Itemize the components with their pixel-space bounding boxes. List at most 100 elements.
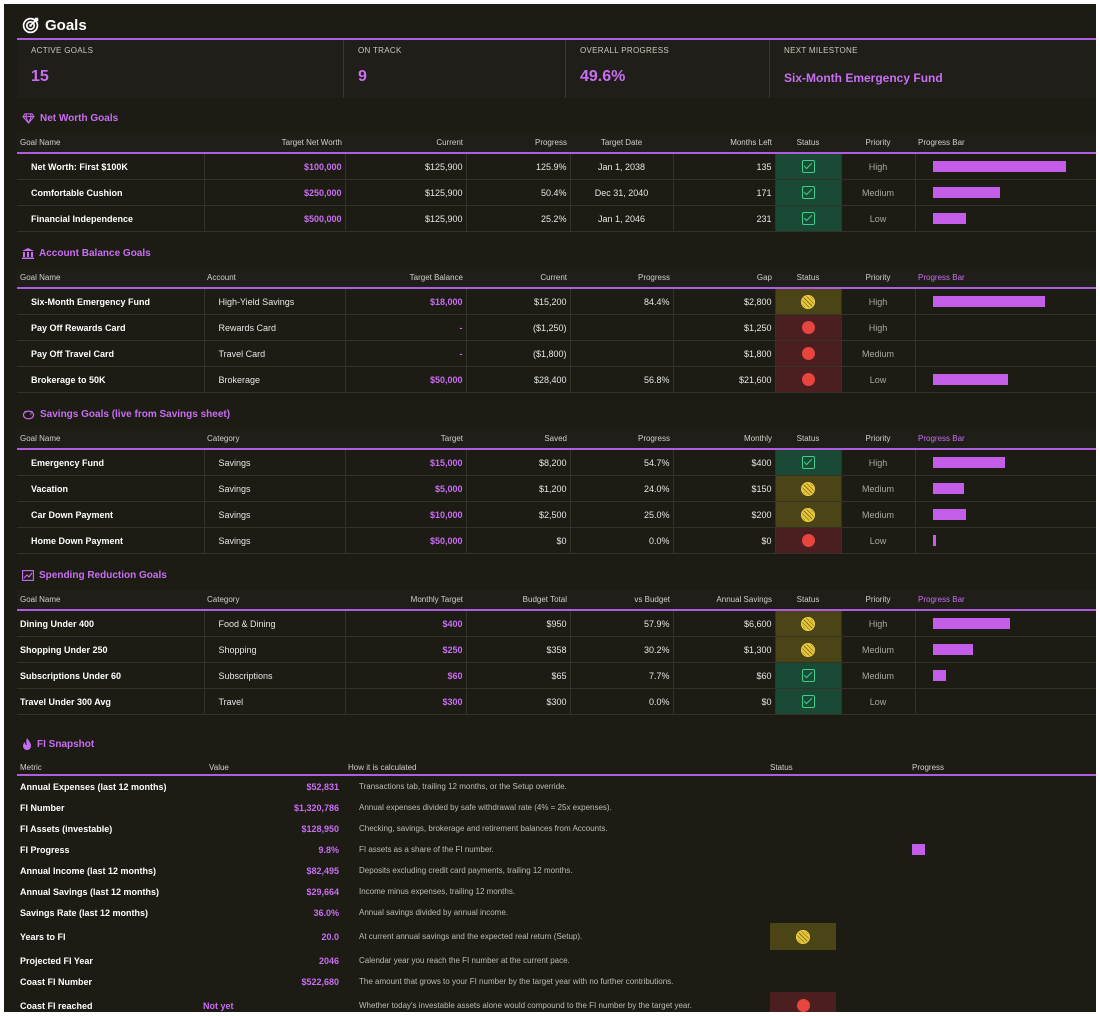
cell-target: $15,000 [345,449,467,476]
fi-status [770,881,836,902]
progress-bar [932,644,973,655]
table-row[interactable]: Financial Independence $500,000 $125,900 25… [17,205,1096,232]
cell-name: Comfortable Cushion [17,179,205,206]
fi-value: $82,495 [306,865,339,876]
cell-target: $5,000 [345,475,467,502]
status-cell [775,662,842,689]
fi-how: FI assets as a share of the FI number. [359,845,494,854]
in-progress-icon [801,294,815,309]
cell-target: $10,000 [345,501,467,528]
fi-status [770,839,836,860]
cell-vs: 30.2% [570,636,674,663]
fi-row[interactable]: Savings Rate (last 12 months) 36.0% Annual… [17,902,1096,923]
fi-row[interactable]: Projected FI Year 2046 Calendar year you r… [17,950,1096,971]
cell-annual: $60 [673,662,776,689]
fi-row[interactable]: Annual Income (last 12 months) $82,495 Dep… [17,860,1096,881]
progress-bar-cell [915,527,1096,554]
col-header: Priority [841,133,915,154]
cell-name: Emergency Fund [17,449,205,476]
fi-row[interactable]: Annual Savings (last 12 months) $29,664 In… [17,881,1096,902]
table-row[interactable]: Travel Under 300 Avg Travel $300 $300 0.0% $0… [17,688,1096,715]
check-icon [801,186,815,199]
piggy-bank-icon [22,410,35,420]
diamond-icon [22,113,35,124]
spending-reduction-table: Goal Name Category Monthly Target Budget… [17,590,1096,715]
fi-metric: Annual Income (last 12 months) [20,865,157,876]
table-row[interactable]: Car Down Payment Savings $10,000 $2,500 25.0… [17,501,1096,528]
table-header: Goal Name Account Target Balance Current… [17,268,1096,289]
table-header: Goal Name Category Monthly Target Budget… [17,590,1096,611]
table-row[interactable]: Subscriptions Under 60 Subscriptions $60 $6… [17,662,1096,689]
kpi-value: 49.6% [580,68,626,85]
check-icon [801,695,815,708]
cell-vs: 57.9% [570,610,674,637]
cell-current: $28,400 [466,366,571,393]
progress-bar [932,457,1006,468]
col-header: Monthly [673,429,775,450]
progress-bar-cell [915,501,1096,528]
cell-priority: Medium [841,636,916,663]
cell-vs: 7.7% [570,662,674,689]
col-header: Gap [673,268,775,289]
table-row[interactable]: Home Down Payment Savings $50,000 $0 0.0% $0 L… [17,527,1096,554]
table-row[interactable]: Comfortable Cushion $250,000 $125,900 50.4%… [17,179,1096,206]
status-cell [775,501,842,528]
table-row[interactable]: Dining Under 400 Food & Dining $400 $950 57.… [17,610,1096,637]
fi-row[interactable]: FI Assets (investable) $128,950 Checking, … [17,818,1096,839]
fi-row[interactable]: FI Progress 9.8% FI assets as a share of t… [17,839,1096,860]
status-cell [775,366,842,393]
table-row[interactable]: Brokerage to 50K Brokerage $50,000 $28,400 5… [17,366,1096,393]
cell-vs: 0.0% [570,688,674,715]
check-icon [801,669,815,682]
cell-priority: High [841,314,916,341]
page-title: Goals [22,12,87,38]
progress-bar-cell [915,688,1096,715]
table-row[interactable]: Net Worth: First $100K $100,000 $125,900 12… [17,153,1096,180]
cell-current: ($1,250) [466,314,571,341]
cell-account: High-Yield Savings [204,288,346,315]
col-header: Progress Bar [915,429,1096,450]
fi-row[interactable]: Coast FI reached Not yet Whether today's i… [17,992,1096,1012]
col-header: vs Budget [570,590,673,611]
fi-value: $1,320,786 [293,802,339,813]
fi-row[interactable]: FI Number $1,320,786 Annual expenses divid… [17,797,1096,818]
col-header: Target Net Worth [204,133,345,154]
fi-row[interactable]: Annual Expenses (last 12 months) $52,831 T… [17,776,1096,797]
col-header: Progress [466,133,570,154]
cell-monthly: $0 [673,527,776,554]
cell-gap: $1,800 [673,340,776,367]
progress-bar-cell [915,449,1096,476]
col-header: Value [209,762,229,772]
cell-name: Dining Under 400 [17,610,205,637]
cell-priority: High [841,610,916,637]
kpi-label: ON TRACK [358,46,402,55]
table-row[interactable]: Six-Month Emergency Fund High-Yield Savin… [17,288,1096,315]
cell-current: $125,900 [345,179,467,206]
cell-monthly: $400 [673,449,776,476]
progress-bar [932,161,1066,172]
col-header: Progress [570,268,673,289]
cell-target: - [345,340,467,367]
table-row[interactable]: Emergency Fund Savings $15,000 $8,200 54.7% $… [17,449,1096,476]
fi-how: Annual expenses divided by safe withdraw… [359,803,612,812]
chart-icon [22,570,34,581]
fi-value: $522,680 [301,976,339,987]
fi-how: Whether today's investable assets alone … [359,1001,692,1010]
fi-row[interactable]: Coast FI Number $522,680 The amount that g… [17,971,1096,992]
progress-bar-cell [915,153,1096,180]
off-track-icon [801,321,815,334]
col-header: Category [204,590,345,611]
fi-how: The amount that grows to your FI number … [359,977,674,986]
cell-name: Six-Month Emergency Fund [17,288,205,315]
table-row[interactable]: Pay Off Rewards Card Rewards Card - ($1,250… [17,314,1096,341]
col-header: Goal Name [17,429,204,450]
cell-name: Car Down Payment [17,501,205,528]
fi-how: Income minus expenses, trailing 12 month… [359,887,516,896]
table-row[interactable]: Vacation Savings $5,000 $1,200 24.0% $150 Medi… [17,475,1096,502]
cell-gap: $21,600 [673,366,776,393]
cell-date: Dec 31, 2040 [570,179,674,206]
table-row[interactable]: Shopping Under 250 Shopping $250 $358 30.2% $… [17,636,1096,663]
kpi-on-track: ON TRACK 9 [344,40,566,98]
fi-row[interactable]: Years to FI 20.0 At current annual savings… [17,923,1096,950]
table-row[interactable]: Pay Off Travel Card Travel Card - ($1,800) $… [17,340,1096,367]
